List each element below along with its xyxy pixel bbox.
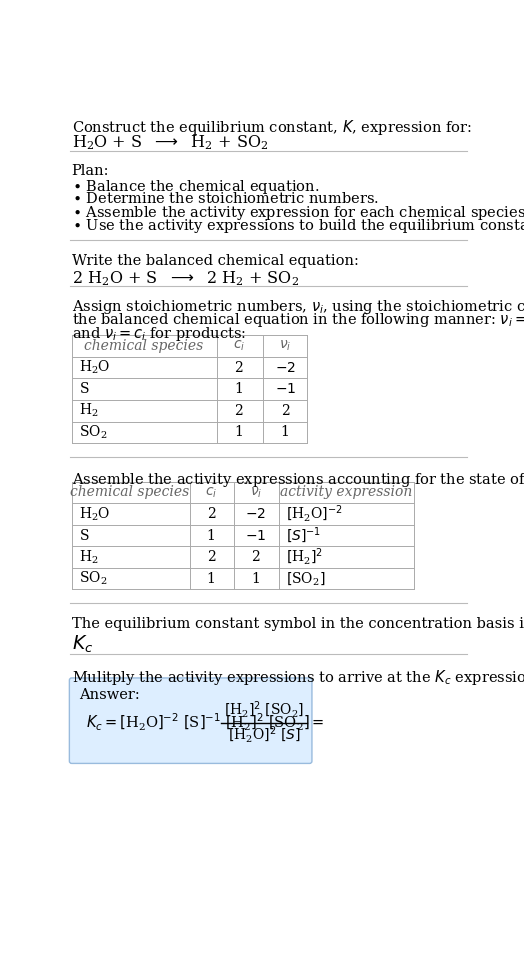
- Text: $\mathregular{H_2O}$: $\mathregular{H_2O}$: [80, 505, 111, 523]
- Text: 1: 1: [234, 426, 243, 439]
- Text: S: S: [80, 383, 89, 396]
- Text: $c_i$: $c_i$: [233, 339, 245, 353]
- Text: $\bullet$ Use the activity expressions to build the equilibrium constant express: $\bullet$ Use the activity expressions t…: [72, 218, 524, 236]
- Text: $-2$: $-2$: [245, 507, 266, 521]
- Text: Mulitply the activity expressions to arrive at the $K_c$ expression:: Mulitply the activity expressions to arr…: [72, 667, 524, 687]
- Text: 2: 2: [234, 404, 243, 418]
- Text: the balanced chemical equation in the following manner: $\nu_i = -c_i$ for react: the balanced chemical equation in the fo…: [72, 312, 524, 330]
- Text: The equilibrium constant symbol in the concentration basis is:: The equilibrium constant symbol in the c…: [72, 618, 524, 631]
- Text: S: S: [80, 528, 89, 543]
- Text: 2: 2: [207, 550, 215, 564]
- Text: $K_c$: $K_c$: [72, 634, 93, 655]
- Text: activity expression: activity expression: [280, 485, 412, 500]
- Text: $\mathregular{H_2}$: $\mathregular{H_2}$: [80, 549, 99, 566]
- Text: Answer:: Answer:: [80, 688, 140, 702]
- Text: $\nu_i$: $\nu_i$: [249, 485, 262, 500]
- Text: 2: 2: [252, 550, 260, 564]
- Text: 2: 2: [281, 404, 290, 418]
- Text: Write the balanced chemical equation:: Write the balanced chemical equation:: [72, 254, 358, 268]
- Text: $K_c = [\mathregular{H_2O}]^{-2}\ [\mathregular{S}]^{-1}\ [\mathregular{H_2}]^{2: $K_c = [\mathregular{H_2O}]^{-2}\ [\math…: [85, 713, 324, 734]
- Text: 1: 1: [207, 528, 216, 543]
- Text: Construct the equilibrium constant, $K$, expression for:: Construct the equilibrium constant, $K$,…: [72, 118, 472, 137]
- Text: $\mathregular{H_2O}$ + S  $\longrightarrow$  $\mathregular{H_2}$ + $\mathregular: $\mathregular{H_2O}$ + S $\longrightarro…: [72, 133, 268, 152]
- Text: $[\mathregular{H_2O}]^2\ [S]$: $[\mathregular{H_2O}]^2\ [S]$: [227, 725, 300, 745]
- Text: $[\mathregular{H_2O}]^{-2}$: $[\mathregular{H_2O}]^{-2}$: [287, 503, 343, 525]
- Text: 1: 1: [281, 426, 290, 439]
- Text: $[S]^{-1}$: $[S]^{-1}$: [287, 526, 322, 546]
- Text: Assemble the activity expressions accounting for the state of matter and $\nu_i$: Assemble the activity expressions accoun…: [72, 471, 524, 489]
- Text: $\bullet$ Balance the chemical equation.: $\bullet$ Balance the chemical equation.: [72, 178, 319, 197]
- Text: $\bullet$ Determine the stoichiometric numbers.: $\bullet$ Determine the stoichiometric n…: [72, 191, 379, 206]
- Text: chemical species: chemical species: [84, 339, 203, 353]
- Text: $\mathregular{2\ H_2O}$ + S  $\longrightarrow$  $\mathregular{2\ H_2}$ + $\mathr: $\mathregular{2\ H_2O}$ + S $\longrighta…: [72, 269, 299, 288]
- Text: $\mathregular{H_2}$: $\mathregular{H_2}$: [80, 402, 99, 419]
- Text: $\mathregular{H_2O}$: $\mathregular{H_2O}$: [80, 359, 111, 376]
- Text: 2: 2: [234, 361, 243, 375]
- Text: 1: 1: [207, 572, 216, 586]
- Text: 1: 1: [252, 572, 260, 586]
- Text: 2: 2: [207, 507, 215, 521]
- Text: Assign stoichiometric numbers, $\nu_i$, using the stoichiometric coefficients, $: Assign stoichiometric numbers, $\nu_i$, …: [72, 298, 524, 316]
- Text: and $\nu_i = c_i$ for products:: and $\nu_i = c_i$ for products:: [72, 324, 246, 342]
- Text: $\mathregular{SO_2}$: $\mathregular{SO_2}$: [80, 424, 108, 441]
- Text: $-1$: $-1$: [245, 528, 266, 543]
- Text: Plan:: Plan:: [72, 164, 109, 178]
- FancyBboxPatch shape: [69, 678, 312, 763]
- Text: $-1$: $-1$: [275, 383, 296, 396]
- Text: $[\mathregular{SO_2}]$: $[\mathregular{SO_2}]$: [287, 571, 326, 587]
- Text: $-2$: $-2$: [275, 361, 296, 375]
- Text: $c_i$: $c_i$: [205, 485, 217, 500]
- Text: $[\mathregular{H_2}]^2$: $[\mathregular{H_2}]^2$: [287, 547, 323, 568]
- Text: $\mathregular{SO_2}$: $\mathregular{SO_2}$: [80, 570, 108, 587]
- Text: $[\mathregular{H_2}]^2\ [\mathregular{SO_2}]$: $[\mathregular{H_2}]^2\ [\mathregular{SO…: [224, 700, 304, 720]
- Text: chemical species: chemical species: [70, 485, 190, 500]
- Text: $\bullet$ Assemble the activity expression for each chemical species.: $\bullet$ Assemble the activity expressi…: [72, 204, 524, 222]
- Text: 1: 1: [234, 383, 243, 396]
- Text: $\nu_i$: $\nu_i$: [279, 339, 291, 353]
